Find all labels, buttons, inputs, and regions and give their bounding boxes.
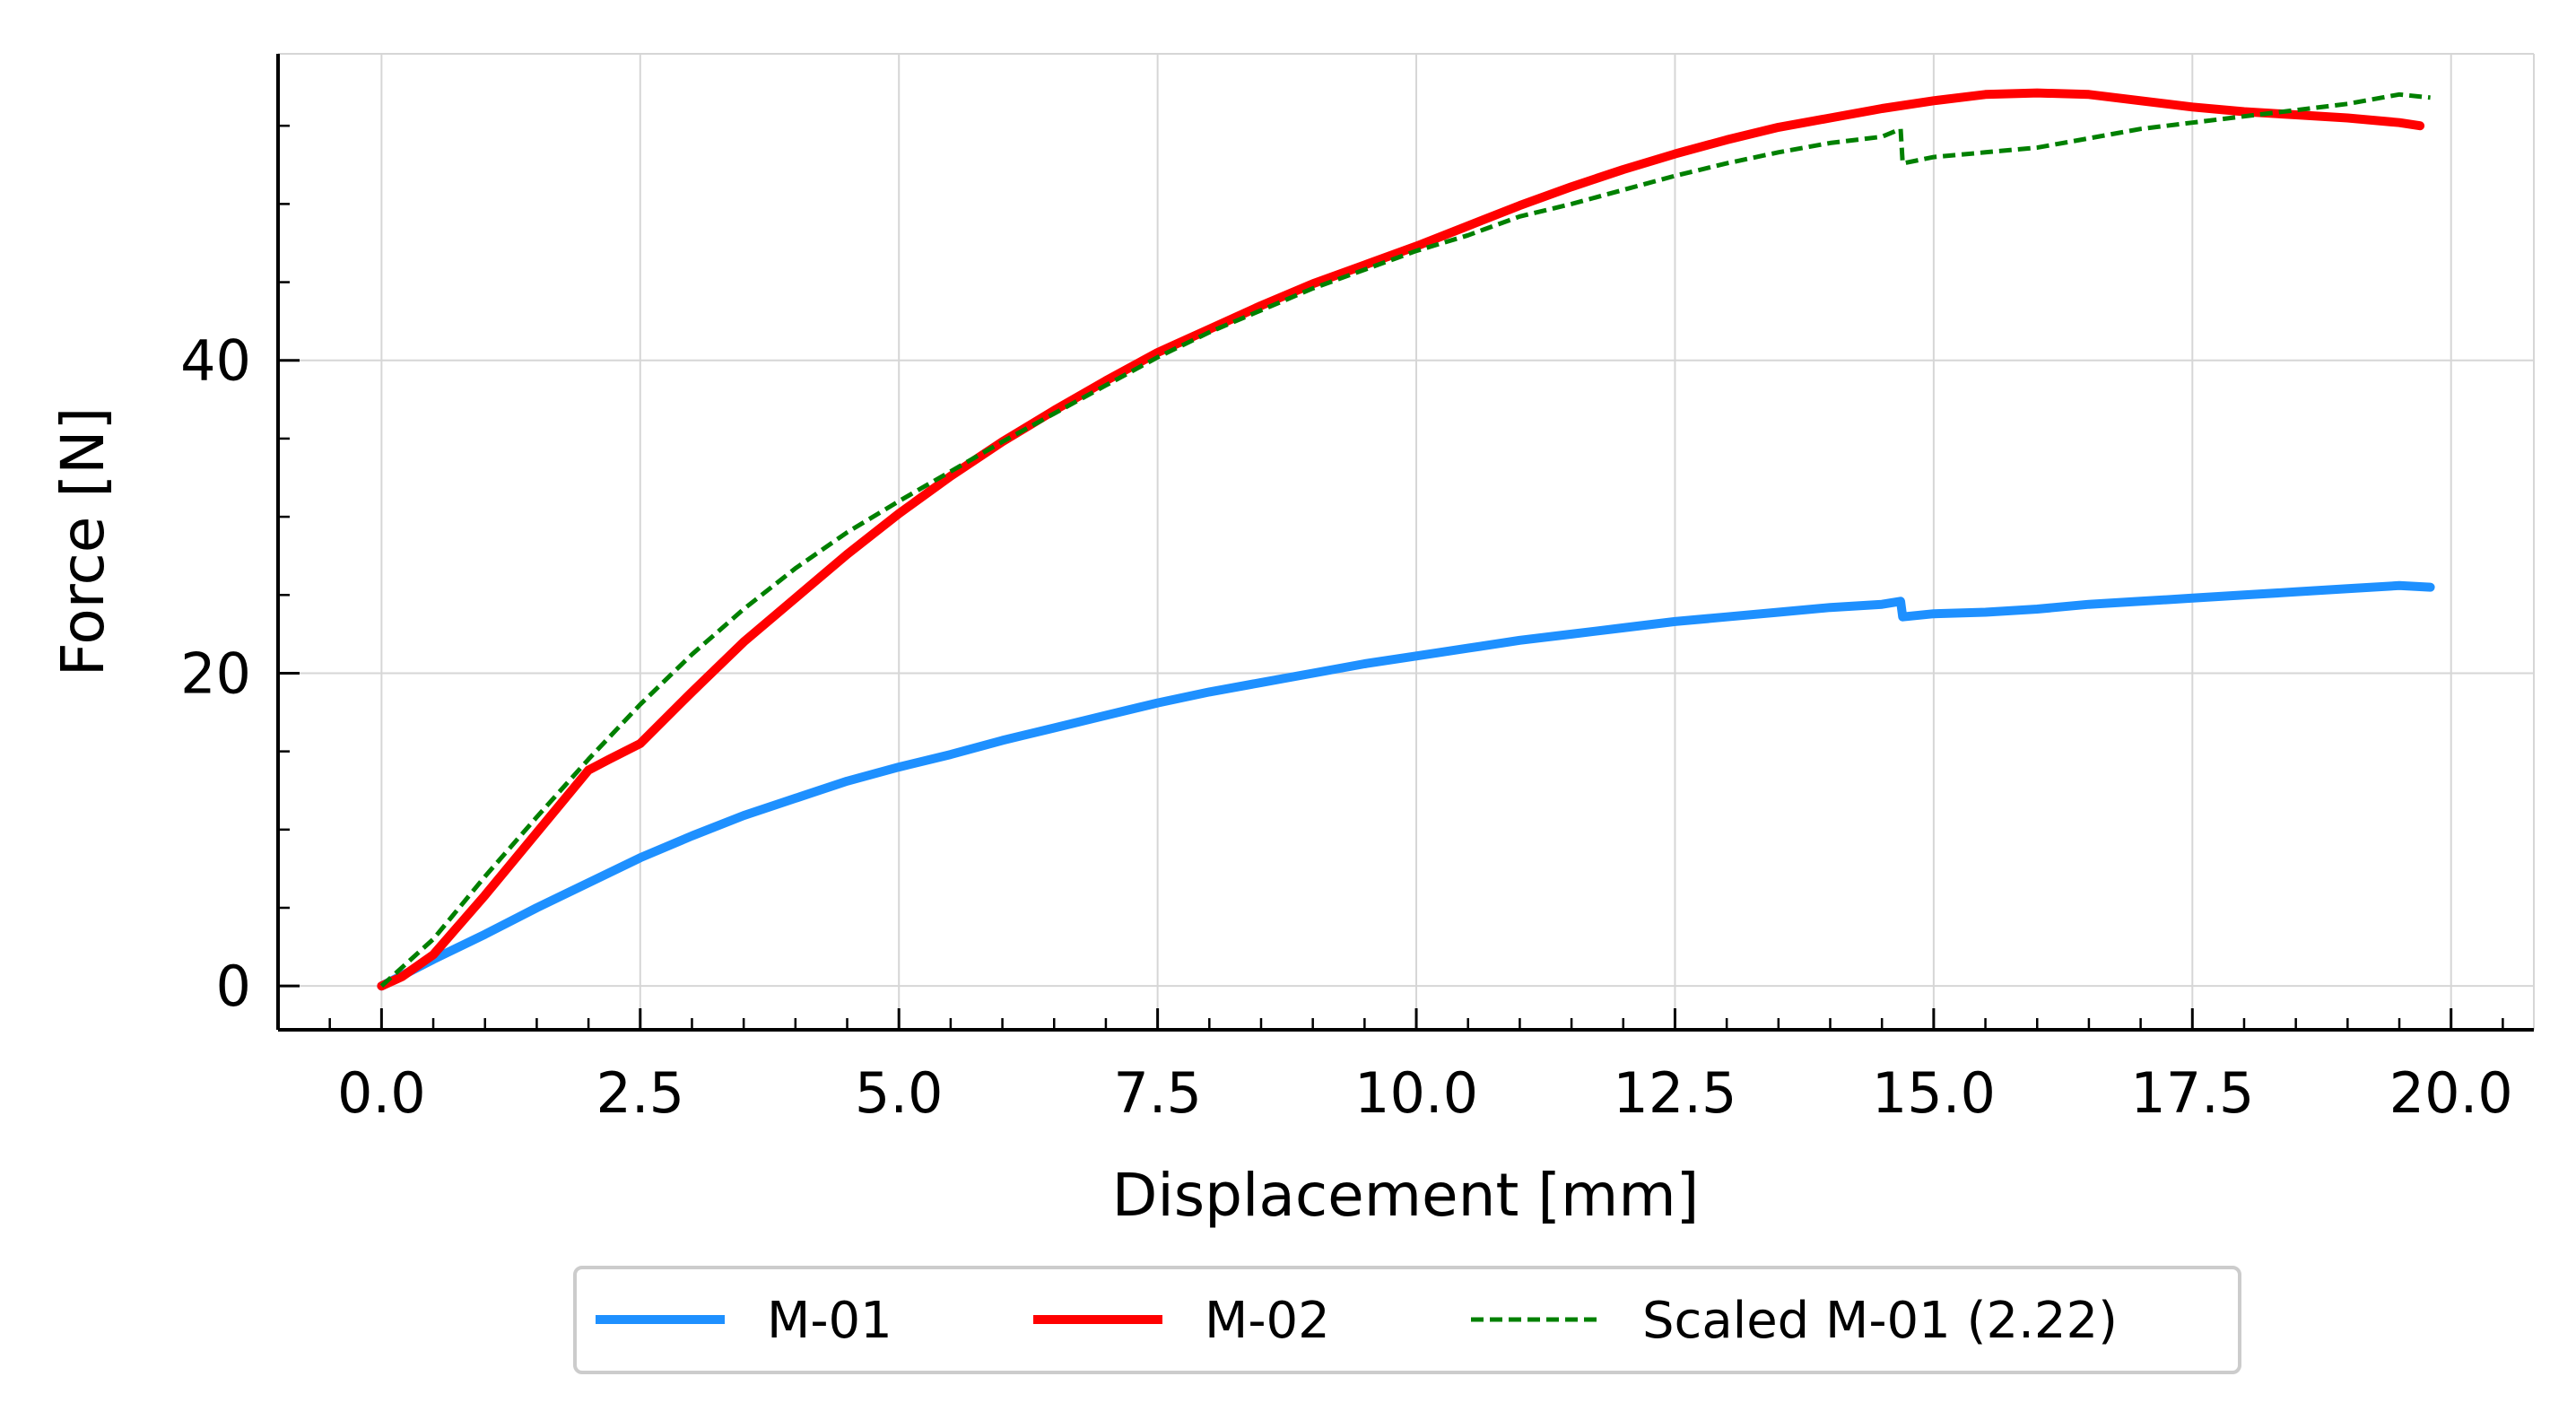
x-tick-label: 20.0 (2389, 1060, 2513, 1126)
series-line-m-02 (377, 88, 2425, 991)
x-tick-label: 10.0 (1354, 1060, 1478, 1126)
x-axis-label: Displacement [mm] (1112, 1161, 1700, 1230)
series-line-scaled-m-01 (379, 91, 2431, 989)
y-axis-label: Force [N] (48, 407, 117, 676)
grid (278, 53, 2535, 1030)
legend: M-01 M-02 Scaled M-01 (2.22) (573, 1266, 2241, 1374)
legend-entry-m-02: M-02 (1205, 1292, 1330, 1350)
y-tick-label: 40 (180, 328, 251, 394)
ticks (278, 124, 2504, 1030)
legend-entry-m-01: M-01 (767, 1292, 892, 1350)
tick-labels: 0.0 2.5 5.0 7.5 10.0 12.5 15.0 17.5 20.0 0 20 40 (180, 328, 2513, 1126)
x-tick-label: 7.5 (1113, 1060, 1202, 1126)
x-tick-label: 0.0 (337, 1060, 426, 1126)
y-tick-label: 0 (216, 954, 251, 1019)
x-tick-label: 5.0 (855, 1060, 944, 1126)
legend-entry-scaled-m-01: Scaled M-01 (2.22) (1642, 1292, 2118, 1350)
x-tick-label: 2.5 (596, 1060, 684, 1126)
axes (276, 54, 2534, 1032)
y-tick-label: 20 (180, 640, 251, 706)
x-tick-label: 12.5 (1613, 1060, 1736, 1126)
plot-area (278, 54, 2534, 1030)
series-layer (377, 88, 2435, 991)
series-line-m-01 (377, 580, 2435, 991)
x-tick-label: 15.0 (1872, 1060, 1996, 1126)
x-tick-label: 17.5 (2130, 1060, 2254, 1126)
legend-frame (573, 1266, 2241, 1374)
